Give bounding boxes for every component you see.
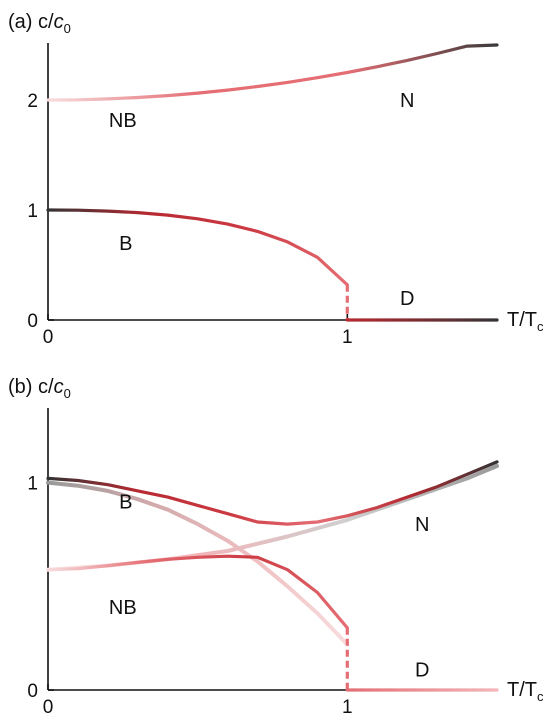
region-label-d: D (400, 288, 414, 310)
x-tick-label: 1 (342, 327, 353, 348)
y-tick-label: 1 (27, 201, 38, 222)
panel-label: (b) c/c0 (8, 376, 71, 401)
region-label-nb: NB (109, 110, 137, 132)
x-tick-label: 1 (342, 697, 353, 718)
curve-b (46, 208, 349, 287)
curve-b-n (46, 460, 499, 526)
y-tick-label: 1 (27, 474, 38, 495)
region-label-d: D (415, 659, 429, 681)
region-label-n: N (400, 90, 414, 112)
panel-label: (a) c/c0 (8, 11, 71, 36)
curve-nb-n (46, 43, 499, 102)
y-axis-label: c/ (38, 11, 54, 33)
curve-b-faint (46, 480, 350, 647)
y-tick-label: 0 (27, 681, 38, 702)
region-label-nb: NB (109, 597, 137, 619)
region-label-b: B (119, 491, 132, 513)
curve-nb-bump (46, 554, 349, 630)
y-tick-label: 2 (27, 91, 38, 112)
panel-b: (b) c/c0 0 1 0 1 T/Tc B N NB D (8, 376, 544, 718)
y-tick-label: 0 (27, 311, 38, 332)
x-tick-label: 0 (43, 327, 54, 348)
x-axis-label: T/Tc (507, 679, 544, 704)
region-label-n: N (415, 514, 429, 536)
x-axis-label: T/Tc (507, 309, 544, 334)
x-tick-label: 0 (43, 697, 54, 718)
region-label-b: B (119, 233, 132, 255)
curve-nb-faint (46, 464, 499, 572)
y-axis-label: c/ (38, 376, 54, 398)
